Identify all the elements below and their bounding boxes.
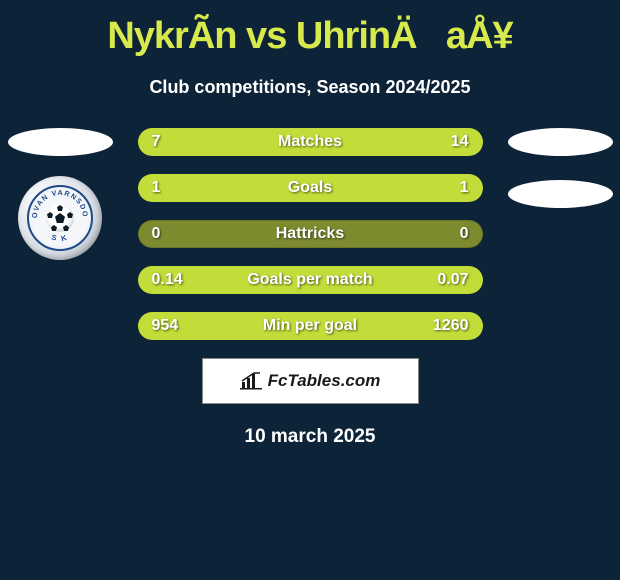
right-placeholder-ellipse-2 <box>508 180 613 208</box>
right-placeholder-ellipse-1 <box>508 128 613 156</box>
stat-right-value: 1 <box>460 174 469 202</box>
brand-label: FcTables.com <box>268 371 381 391</box>
stat-right-value: 0 <box>460 220 469 248</box>
stat-right-value: 14 <box>451 128 469 156</box>
subtitle: Club competitions, Season 2024/2025 <box>0 77 620 98</box>
page-title: NykrÃ­n vs UhrinÄaÅ¥ <box>0 12 620 61</box>
stats-container: 7Matches14 1Goals1 0Hattricks0 0.14Goals pe… <box>138 128 483 340</box>
stat-label: Hattricks <box>138 220 483 248</box>
left-player-column: SLOVAN VARNSDORF S K <box>0 128 120 260</box>
left-club-badge: SLOVAN VARNSDORF S K <box>18 176 102 260</box>
bar-chart-icon <box>240 372 262 390</box>
stat-label: Min per goal <box>138 312 483 340</box>
stat-label: Matches <box>138 128 483 156</box>
brand-box[interactable]: FcTables.com <box>202 358 419 404</box>
content-area: SLOVAN VARNSDORF S K 7Matches14 1Goals1 <box>0 128 620 448</box>
stat-bar: 7Matches14 <box>138 128 483 156</box>
brand-text: FcTables.com <box>240 371 381 391</box>
right-player-column <box>500 128 620 228</box>
soccer-ball-icon <box>46 204 74 232</box>
stat-bar: 0.14Goals per match0.07 <box>138 266 483 294</box>
date-text: 10 march 2025 <box>0 426 620 448</box>
stat-label: Goals per match <box>138 266 483 294</box>
stat-bar: 1Goals1 <box>138 174 483 202</box>
stat-right-value: 0.07 <box>437 266 468 294</box>
left-placeholder-ellipse-1 <box>8 128 113 156</box>
stat-right-value: 1260 <box>433 312 469 340</box>
svg-text:S K: S K <box>50 233 69 244</box>
stat-bar: 0Hattricks0 <box>138 220 483 248</box>
stat-bar: 954Min per goal1260 <box>138 312 483 340</box>
stat-label: Goals <box>138 174 483 202</box>
club-badge-inner: SLOVAN VARNSDORF S K <box>27 185 93 251</box>
